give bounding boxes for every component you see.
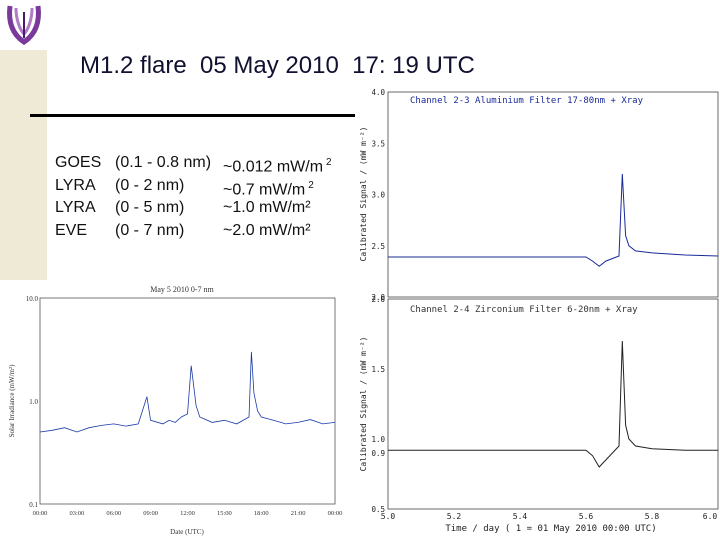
flux-superscript: 2	[308, 179, 314, 191]
x-tick-label: 09:00	[143, 510, 158, 517]
y-tick-label: 2.0	[371, 295, 385, 304]
info-row: LYRA (0 - 5 nm) ~1.0 mW/m²	[55, 197, 311, 220]
y-tick-label: 0.9	[371, 449, 385, 458]
y-tick-label: 1.5	[371, 365, 385, 374]
instrument-name: EVE	[55, 221, 88, 239]
aluminium-channel-series	[388, 173, 719, 267]
y-tick-label: 2.5	[371, 242, 385, 251]
flux-text: ~0.012 mW/m	[223, 158, 324, 176]
x-tick-label: 5.4	[513, 512, 528, 521]
x-tick-label: 12:00	[180, 510, 195, 517]
flux-superscript: 2	[326, 157, 332, 168]
info-row: EVE (0 - 7 nm) ~2.0 mW/m²	[55, 220, 311, 243]
wavelength-band: (0.1 - 0.8 nm)	[115, 154, 212, 171]
x-tick-label: 5.0	[381, 512, 396, 521]
x-axis-label: Time / day ( 1 = 01 May 2010 00:00 UTC)	[445, 524, 656, 534]
series-line	[39, 351, 336, 433]
x-tick-label: 00:00	[328, 510, 343, 517]
panel-title: Channel 2-4 Zirconium Filter 6-20nm + Xr…	[410, 305, 638, 315]
flux-value: ~0.012 mW/m 2	[223, 152, 332, 179]
x-tick-label: 03:00	[69, 510, 84, 517]
panel-title: Channel 2-3 Aluminium Filter 17-80nm + X…	[410, 96, 644, 106]
x-tick-label: 18:00	[254, 510, 269, 517]
y-axis-label: Calibrated Signal / (mW m⁻²)	[359, 337, 368, 472]
zirconium-channel-series	[388, 340, 718, 468]
flux-value: ~2.0 mW/m²	[223, 221, 311, 239]
y-axis-label: Solar Irradiance (mW/m²)	[8, 364, 16, 438]
eve-series	[39, 351, 336, 433]
x-tick-label: 00:00	[33, 510, 48, 517]
x-tick-label: 6.0	[703, 512, 718, 521]
flux-text: ~0.7 mW/m	[223, 180, 306, 198]
instrument-name: LYRA	[55, 176, 96, 194]
wavelength-band: (0 - 5 nm)	[115, 199, 185, 216]
x-axis-label: Date (UTC)	[170, 528, 204, 536]
y-tick-label: 2.0	[371, 293, 385, 302]
y-axis-label: Calibrated Signal / (mW m⁻²)	[359, 127, 368, 262]
slide-left-accent-bar	[0, 50, 47, 280]
y-tick-labels: 0.5 0.9 1.0 1.5 2.0	[371, 295, 385, 514]
x-tick-label: 06:00	[106, 510, 121, 517]
y-tick-labels: 2.0 2.5 3.0 3.5 4.0	[371, 88, 385, 302]
eve-irradiance-chart: May 5 2010 0-7 nm Solar Irradiance (mW/m…	[0, 282, 345, 540]
chart-title: May 5 2010 0-7 nm	[150, 285, 214, 294]
y-tick-label: 4.0	[371, 88, 385, 97]
x-tick-labels: 00:00 03:00 06:00 09:00 12:00 15:00 18:00 21:00…	[33, 510, 343, 517]
slide-title: M1.2 flare 05 May 2010 17: 19 UTC	[80, 52, 475, 79]
x-tick-label: 5.2	[447, 512, 462, 521]
lyra-signal-panels: Channel 2-3 Aluminium Filter 17-80nm + X…	[355, 88, 720, 540]
flux-value: ~0.7 mW/m 2	[223, 175, 314, 202]
wavelength-band: (0 - 7 nm)	[115, 221, 185, 239]
info-row: LYRA (0 - 2 nm) ~0.7 mW/m 2	[55, 175, 314, 198]
x-tick-labels: 5.0 5.2 5.4 5.6 5.8 6.0	[381, 512, 718, 521]
instrument-name: LYRA	[55, 199, 96, 216]
series-line	[388, 340, 718, 468]
y-tick-label: 0.5	[371, 505, 385, 514]
y-tick-label: 1.0	[29, 398, 38, 406]
title-underline-divider	[30, 114, 360, 117]
instrument-name: GOES	[55, 154, 102, 171]
info-row: GOES (0.1 - 0.8 nm) ~0.012 mW/m 2	[55, 152, 332, 175]
y-tick-label: 0.1	[29, 501, 38, 509]
series-line	[388, 173, 719, 267]
irradiance-comparison-list: GOES (0.1 - 0.8 nm) ~0.012 mW/m 2 LYRA (0…	[55, 152, 332, 243]
x-tick-label: 5.6	[579, 512, 594, 521]
y-tick-label: 1.0	[371, 435, 385, 444]
y-tick-label: 3.5	[371, 139, 385, 148]
x-tick-label: 15:00	[217, 510, 232, 517]
wavelength-band: (0 - 2 nm)	[115, 176, 185, 194]
y-tick-label: 10.0	[26, 295, 39, 303]
lower-plot-frame	[387, 298, 719, 510]
y-tick-label: 3.0	[371, 191, 385, 200]
x-tick-label: 21:00	[291, 510, 306, 517]
flux-value: ~1.0 mW/m²	[223, 199, 311, 216]
upper-plot-frame	[387, 91, 719, 298]
institution-logo-icon	[4, 2, 46, 48]
x-tick-label: 5.8	[645, 512, 660, 521]
plot-frame	[39, 297, 336, 505]
